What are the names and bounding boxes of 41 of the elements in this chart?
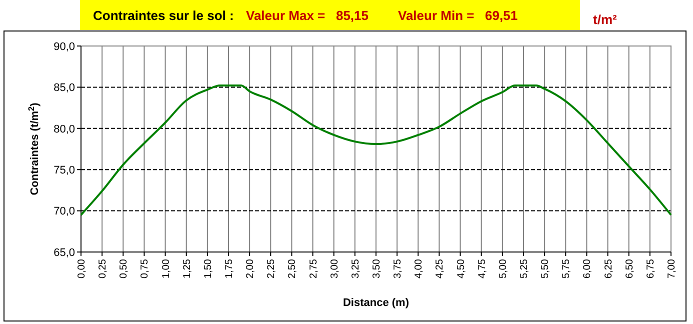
x-tick-label: 1,00 <box>160 258 172 278</box>
x-tick-label: 6,25 <box>603 258 614 278</box>
x-tick-label: 4,25 <box>434 258 446 278</box>
x-tick-label: 4,00 <box>414 258 425 278</box>
x-tick-label: 2,75 <box>308 258 320 278</box>
x-tick-label: 5,50 <box>540 258 552 278</box>
x-tick-label: 7,00 <box>666 258 678 278</box>
y-tick-label: 85,0 <box>54 82 75 94</box>
x-tick-label: 6,50 <box>624 258 636 278</box>
x-tick-label: 0,75 <box>140 258 151 278</box>
x-tick-label: 4,75 <box>476 258 488 278</box>
x-tick-label: 0,00 <box>76 258 88 278</box>
chart-title: Contraintes sur le sol : <box>93 8 234 23</box>
x-tick-label: 6,00 <box>582 258 594 278</box>
x-tick-label: 1,25 <box>182 258 193 278</box>
y-tick-label: 70,0 <box>54 206 75 218</box>
x-tick-label: 0,25 <box>98 258 109 278</box>
x-axis-title: Distance (m) <box>342 297 410 309</box>
x-tick-label: 3,75 <box>392 258 404 278</box>
y-tick-label: 90,0 <box>54 40 75 53</box>
text: Valeur Max = 85,15 <box>246 8 368 23</box>
x-tick-label: 3,50 <box>372 258 382 278</box>
x-tick-label: 3,00 <box>329 258 340 278</box>
text: Valeur Min = 69,51 <box>398 8 518 23</box>
x-tick-label: 2,25 <box>266 258 278 278</box>
y-tick-label: 75,0 <box>54 164 75 176</box>
x-tick-label: 5,75 <box>561 258 572 278</box>
y-tick-label: 65,0 <box>54 246 75 259</box>
x-tick-label: 0,50 <box>118 258 130 278</box>
x-tick-label: 6,75 <box>645 258 656 278</box>
line-series <box>80 84 672 216</box>
x-tick-label: 1,50 <box>202 258 214 278</box>
x-tick-label: 5,25 <box>519 258 530 278</box>
text: t/m² <box>593 12 618 27</box>
x-tick-label: 4,50 <box>456 258 467 278</box>
x-tick-label: 2,50 <box>287 258 298 278</box>
x-tick-label: 5,00 <box>498 258 509 278</box>
x-tick-label: 2,00 <box>245 258 256 278</box>
y-tick-label: 80,0 <box>54 123 75 136</box>
x-tick-label: 3,25 <box>350 258 362 278</box>
x-tick-label: 1,75 <box>224 258 235 278</box>
